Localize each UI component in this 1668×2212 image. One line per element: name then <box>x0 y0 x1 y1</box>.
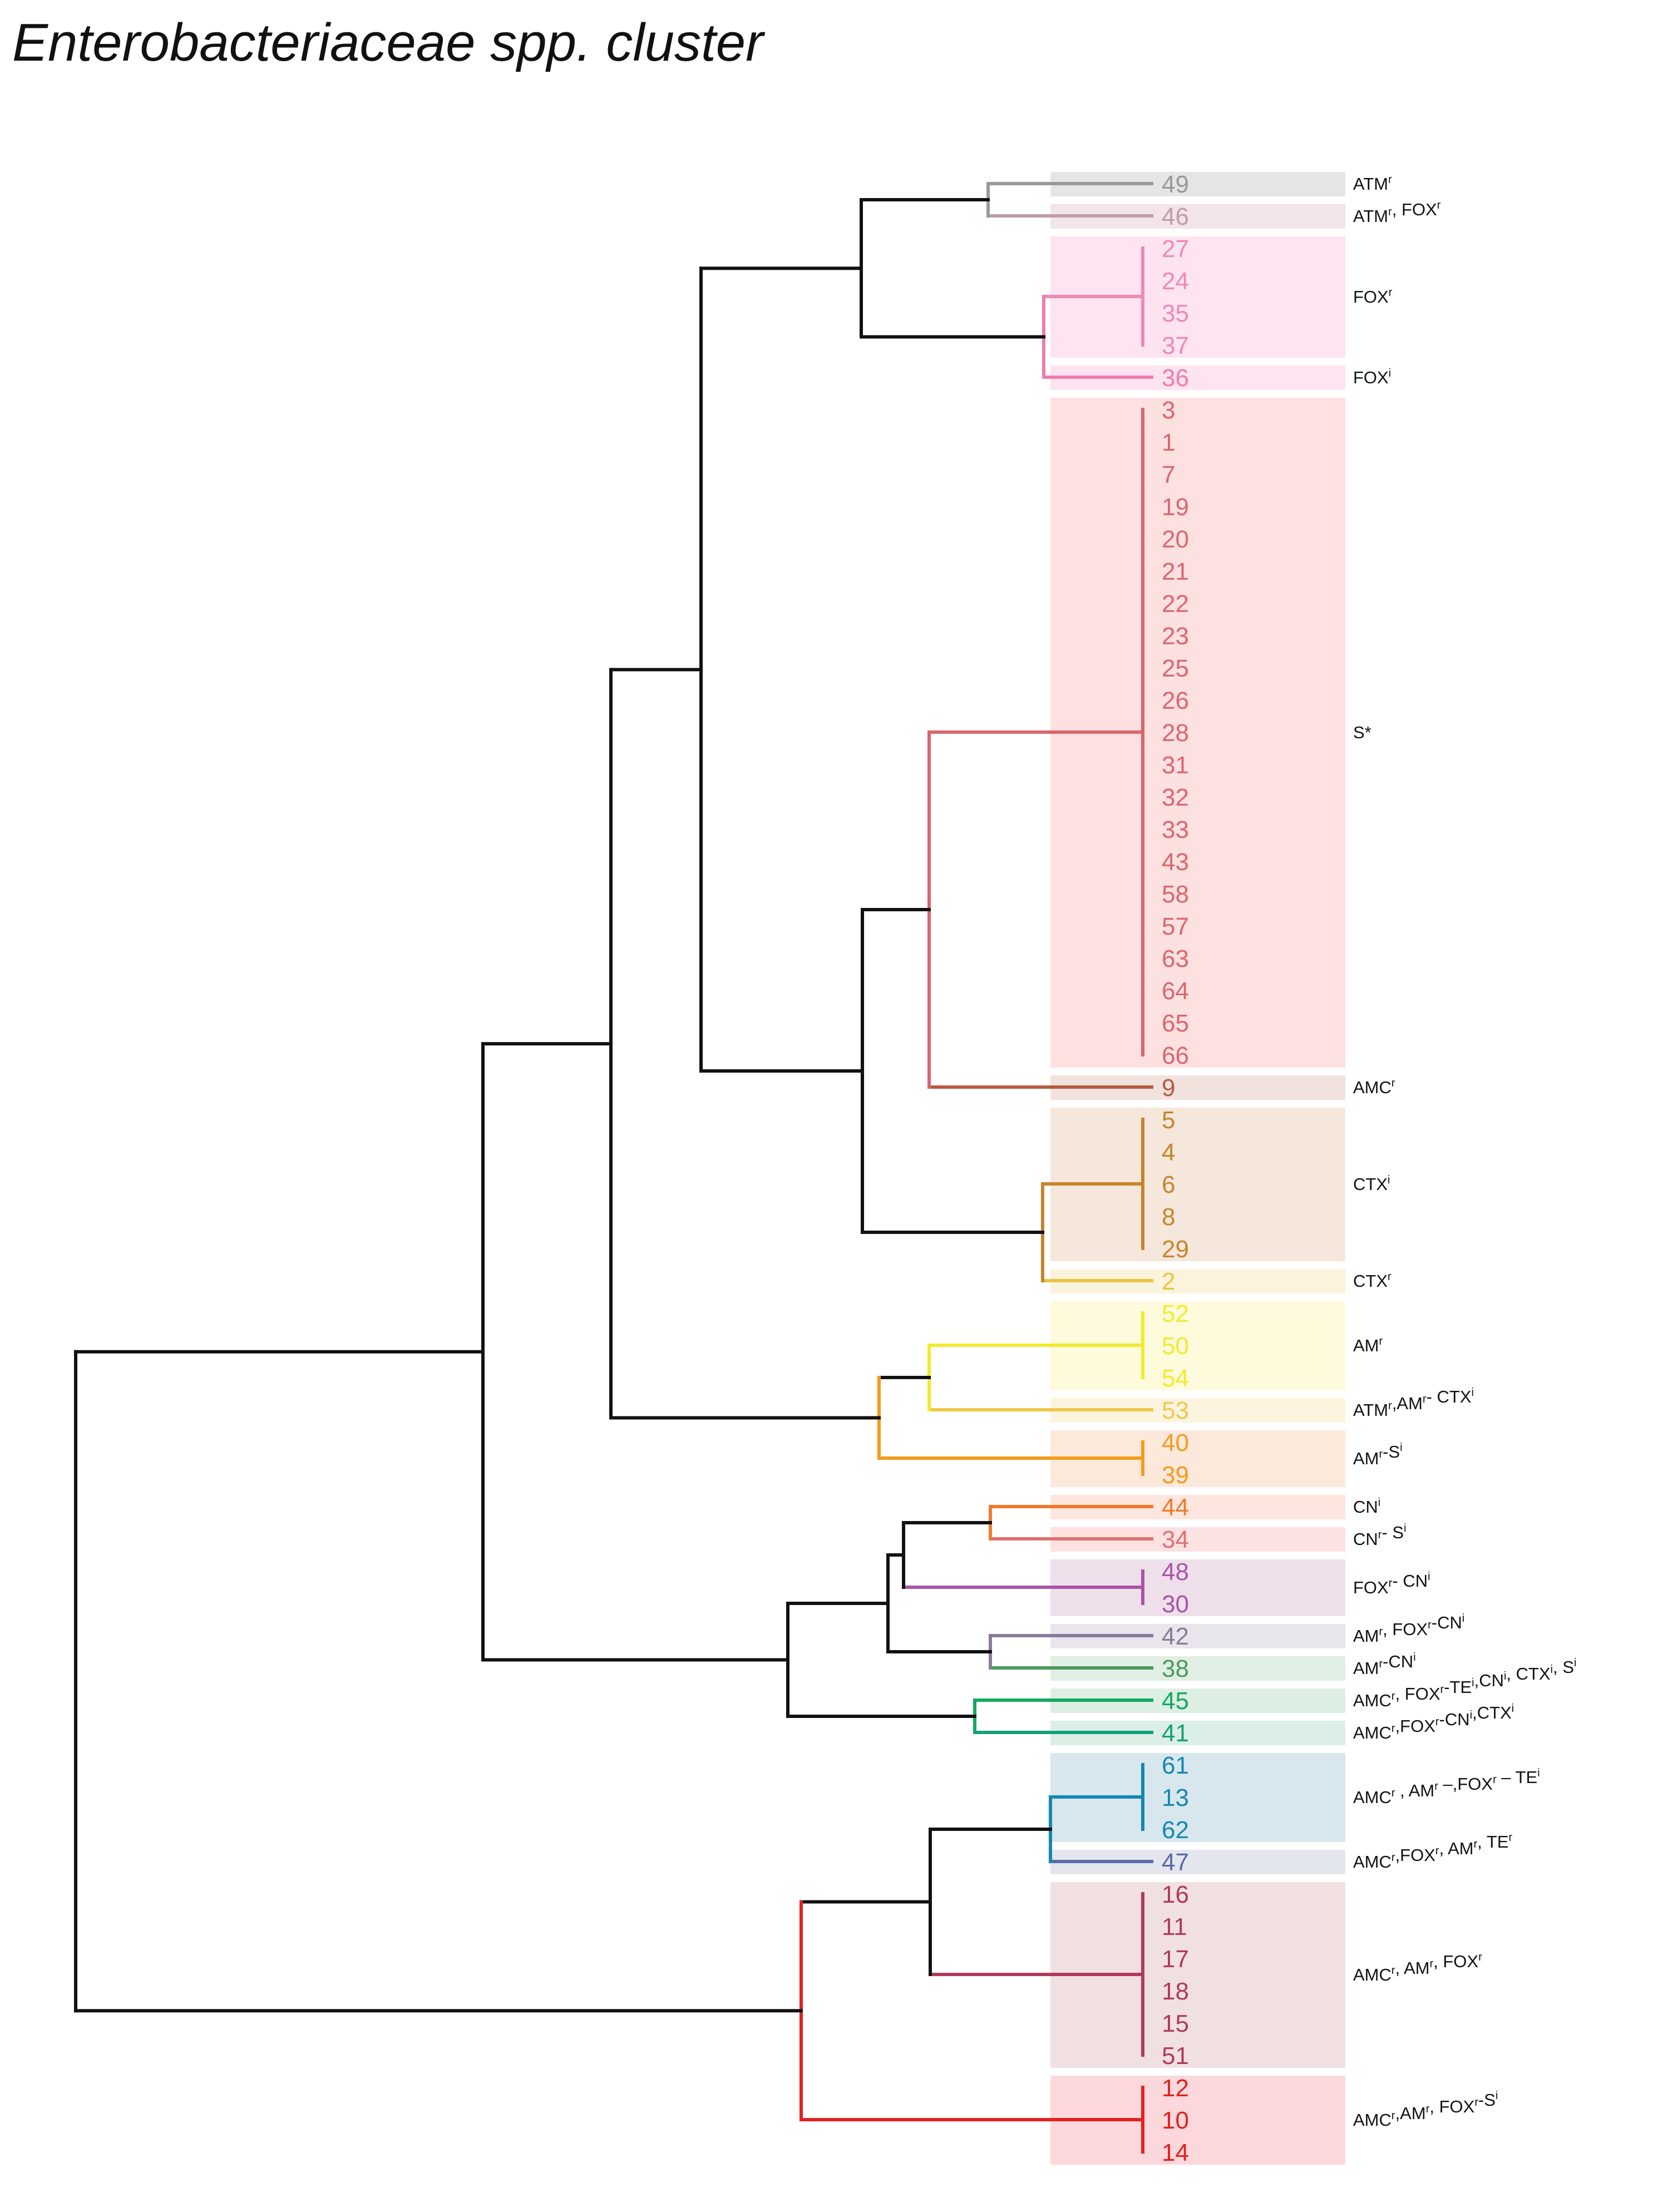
leaf-label: 12 <box>1162 2075 1189 2102</box>
leaf-label: 54 <box>1162 1365 1189 1392</box>
leaf-label: 15 <box>1162 2010 1189 2037</box>
leaf-label: 49 <box>1162 171 1189 198</box>
annotation-g5: CTXi <box>1353 1174 1390 1194</box>
annotation-g47: AMCr,FOXr, AMr, TEr <box>1353 1831 1513 1872</box>
leaf-label: 42 <box>1162 1623 1189 1650</box>
leaf-label: 29 <box>1162 1236 1189 1263</box>
leaf-label: 1 <box>1162 429 1175 456</box>
leaf-label: 46 <box>1162 203 1189 230</box>
leaf-label: 38 <box>1162 1655 1189 1682</box>
leaf-label: 61 <box>1162 1752 1189 1779</box>
leaf-label: 8 <box>1162 1203 1175 1231</box>
leaf-label: 35 <box>1162 300 1189 327</box>
leaf-label: 66 <box>1162 1042 1189 1069</box>
annotation-g45: AMCr, FOXr-TEi,CNi, CTXi, Si <box>1353 1657 1576 1710</box>
leaf-label: 16 <box>1162 1881 1189 1908</box>
leaf-label: 40 <box>1162 1429 1189 1456</box>
leaf-label: 63 <box>1162 945 1189 972</box>
leaf-label: 14 <box>1162 2139 1189 2166</box>
leaf-label: 53 <box>1162 1397 1189 1424</box>
annotation-g34: CNr- Si <box>1353 1522 1407 1549</box>
leaf-label: 2 <box>1162 1268 1175 1295</box>
leaf-label: 7 <box>1162 461 1175 488</box>
annotation-g61: AMCr , AMr –,FOXr – TEi <box>1353 1767 1540 1807</box>
leaf-label: 65 <box>1162 1010 1189 1037</box>
leaf-label: 27 <box>1162 235 1189 263</box>
dendrogram-branches <box>74 182 1153 2154</box>
leaf-label: 58 <box>1162 881 1189 908</box>
leaf-label: 44 <box>1162 1494 1189 1521</box>
leaf-label: 34 <box>1162 1526 1189 1553</box>
annotation-g46: ATMr, FOXr <box>1353 199 1441 226</box>
resistance-annotations: ATMr ATMr, FOXr FOXr FOXi S* AMCr CTXi CTXr AMr A… <box>1353 174 1576 2130</box>
leaf-label: 47 <box>1162 1849 1189 1876</box>
leaf-label: 52 <box>1162 1300 1189 1327</box>
annotation-g42: AMr, FOXr-CNi <box>1353 1612 1464 1646</box>
leaf-label: 57 <box>1162 913 1189 940</box>
leaf-label: 3 <box>1162 397 1175 424</box>
leaf-label: 41 <box>1162 1720 1189 1747</box>
leaf-label: 62 <box>1162 1816 1189 1844</box>
annotation-g40: AMr-Si <box>1353 1441 1403 1468</box>
leaf-labels: 4946272435373631719202122232526283132334… <box>1162 171 1189 2166</box>
annotation-g36: FOXi <box>1353 367 1391 387</box>
leaf-label: 39 <box>1162 1462 1189 1489</box>
leaf-label: 18 <box>1162 1978 1189 2005</box>
annotation-g38: AMr-CNi <box>1353 1651 1416 1678</box>
leaf-label: 36 <box>1162 364 1189 392</box>
leaf-label: 26 <box>1162 687 1189 714</box>
leaf-label: 45 <box>1162 1687 1189 1715</box>
annotation-g3: S* <box>1353 723 1371 742</box>
leaf-label: 32 <box>1162 784 1189 811</box>
leaf-label: 33 <box>1162 816 1189 843</box>
leaf-label: 9 <box>1162 1074 1175 1102</box>
annotation-g53: ATMr,AMr- CTXi <box>1353 1386 1474 1420</box>
leaf-label: 28 <box>1162 719 1189 747</box>
leaf-label: 5 <box>1162 1107 1175 1134</box>
annotation-g16: AMCr, AMr, FOXr <box>1353 1951 1482 1984</box>
leaf-label: 11 <box>1162 1913 1187 1941</box>
annotation-g49: ATMr <box>1353 174 1392 194</box>
leaf-label: 4 <box>1162 1139 1175 1166</box>
annotation-g48: FOXr- CNi <box>1353 1571 1430 1597</box>
leaf-label: 43 <box>1162 848 1189 876</box>
leaf-label: 24 <box>1162 268 1189 295</box>
annotation-g44: CNi <box>1353 1497 1380 1517</box>
annotation-g9: AMCr <box>1353 1077 1395 1097</box>
annotation-g12: AMCr,AMr, FOXr-Si <box>1353 2090 1498 2130</box>
leaf-label: 25 <box>1162 655 1189 682</box>
leaf-label: 20 <box>1162 526 1189 553</box>
leaf-label: 30 <box>1162 1591 1189 1618</box>
leaf-label: 10 <box>1162 2107 1189 2134</box>
leaf-label: 37 <box>1162 332 1189 359</box>
leaf-label: 19 <box>1162 493 1189 521</box>
annotation-g2: CTXr <box>1353 1271 1391 1291</box>
leaf-label: 31 <box>1162 752 1189 779</box>
annotation-g52: AMr <box>1353 1335 1383 1355</box>
leaf-label: 51 <box>1162 2042 1189 2070</box>
leaf-label: 64 <box>1162 977 1189 1005</box>
leaf-label: 50 <box>1162 1332 1189 1360</box>
chart-title: Enterobacteriaceae spp. cluster <box>12 13 764 72</box>
leaf-label: 22 <box>1162 590 1189 618</box>
annotation-g41: AMCr,FOXr-CNi,CTXi <box>1353 1702 1514 1742</box>
leaf-label: 48 <box>1162 1558 1189 1586</box>
leaf-label: 21 <box>1162 558 1189 585</box>
leaf-label: 13 <box>1162 1784 1189 1811</box>
leaf-label: 17 <box>1162 1946 1189 1973</box>
leaf-label: 23 <box>1162 623 1189 650</box>
leaf-label: 6 <box>1162 1171 1175 1198</box>
annotation-g27: FOXr <box>1353 287 1393 307</box>
cluster-bands <box>1050 172 1345 2165</box>
